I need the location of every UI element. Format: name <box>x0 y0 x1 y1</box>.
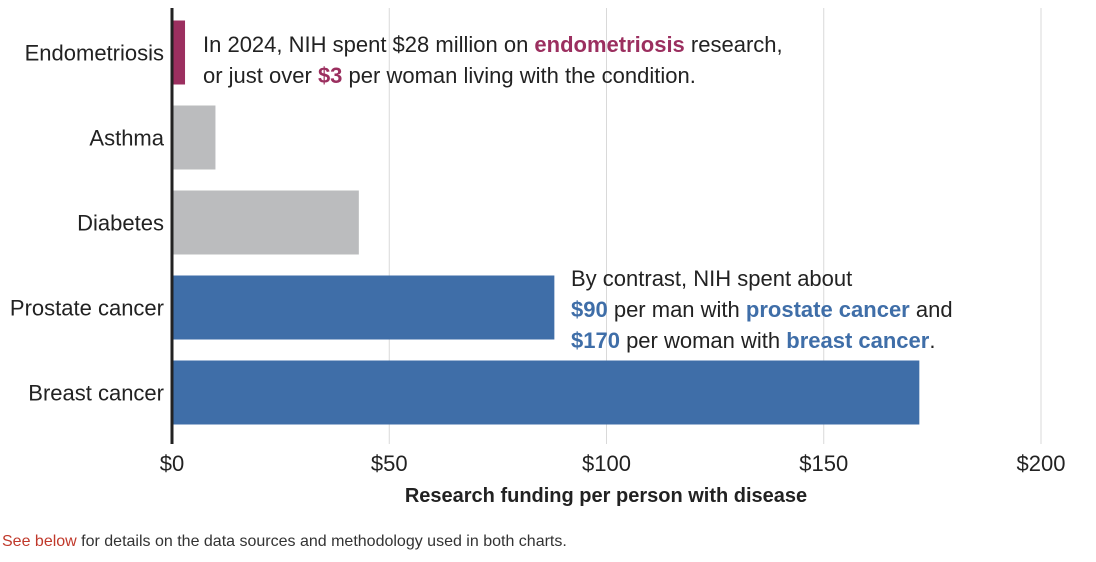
annotation-line: or just over $3 per woman living with th… <box>203 63 696 88</box>
bars <box>172 20 920 425</box>
footnote: See below for details on the data source… <box>2 533 567 551</box>
annotation-text: By contrast, NIH spent about <box>571 266 852 291</box>
footnote-text: for details on the data sources and meth… <box>76 533 567 550</box>
x-tick-labels: $0 $50 $100 $150 $200 <box>160 451 1066 476</box>
annotation: In 2024, NIH spent $28 million on endome… <box>203 32 783 88</box>
category-label: Breast cancer <box>28 381 164 406</box>
annotation-text: per man with <box>608 297 746 322</box>
x-axis-label: Research funding per person with disease <box>405 485 807 507</box>
annotation-text: per woman living with the condition. <box>342 63 695 88</box>
x-tick-label: $100 <box>582 451 631 476</box>
category-label: Diabetes <box>77 211 164 236</box>
annotation-text: and <box>910 297 953 322</box>
bar <box>172 20 186 85</box>
x-tick-label: $150 <box>799 451 848 476</box>
annotation-text: per woman with <box>620 328 786 353</box>
category-label: Asthma <box>89 126 164 151</box>
x-tick-label: $50 <box>371 451 408 476</box>
annotation-text: or just over <box>203 63 318 88</box>
category-label: Endometriosis <box>25 41 164 66</box>
bar <box>172 275 555 340</box>
annotation-line: By contrast, NIH spent about <box>571 266 852 291</box>
x-tick-label: $0 <box>160 451 184 476</box>
highlight-text: $90 <box>571 297 608 322</box>
bar <box>172 190 359 255</box>
highlight-text: $170 <box>571 328 620 353</box>
bar-chart: Endometriosis Asthma Diabetes Prostate canc… <box>10 8 1066 507</box>
category-labels: Endometriosis Asthma Diabetes Prostate canc… <box>10 41 165 406</box>
annotation-text: . <box>929 328 935 353</box>
highlight-text: breast cancer <box>786 328 930 353</box>
annotation-line: $90 per man with prostate cancer and <box>571 297 953 322</box>
category-label: Prostate cancer <box>10 296 164 321</box>
annotations: In 2024, NIH spent $28 million on endome… <box>203 32 953 353</box>
bar <box>172 360 920 425</box>
annotation-text: research, <box>685 32 783 57</box>
see-below-link[interactable]: See below <box>2 533 77 550</box>
highlight-text: $3 <box>318 63 342 88</box>
annotation: By contrast, NIH spent about $90 per man … <box>571 266 953 353</box>
annotation-line: $170 per woman with breast cancer. <box>571 328 935 353</box>
annotation-text: In 2024, NIH spent $28 million on <box>203 32 534 57</box>
bar <box>172 105 216 170</box>
annotation-line: In 2024, NIH spent $28 million on endome… <box>203 32 783 57</box>
highlight-text: endometriosis <box>534 32 684 57</box>
x-tick-label: $200 <box>1017 451 1066 476</box>
highlight-text: prostate cancer <box>746 297 910 322</box>
